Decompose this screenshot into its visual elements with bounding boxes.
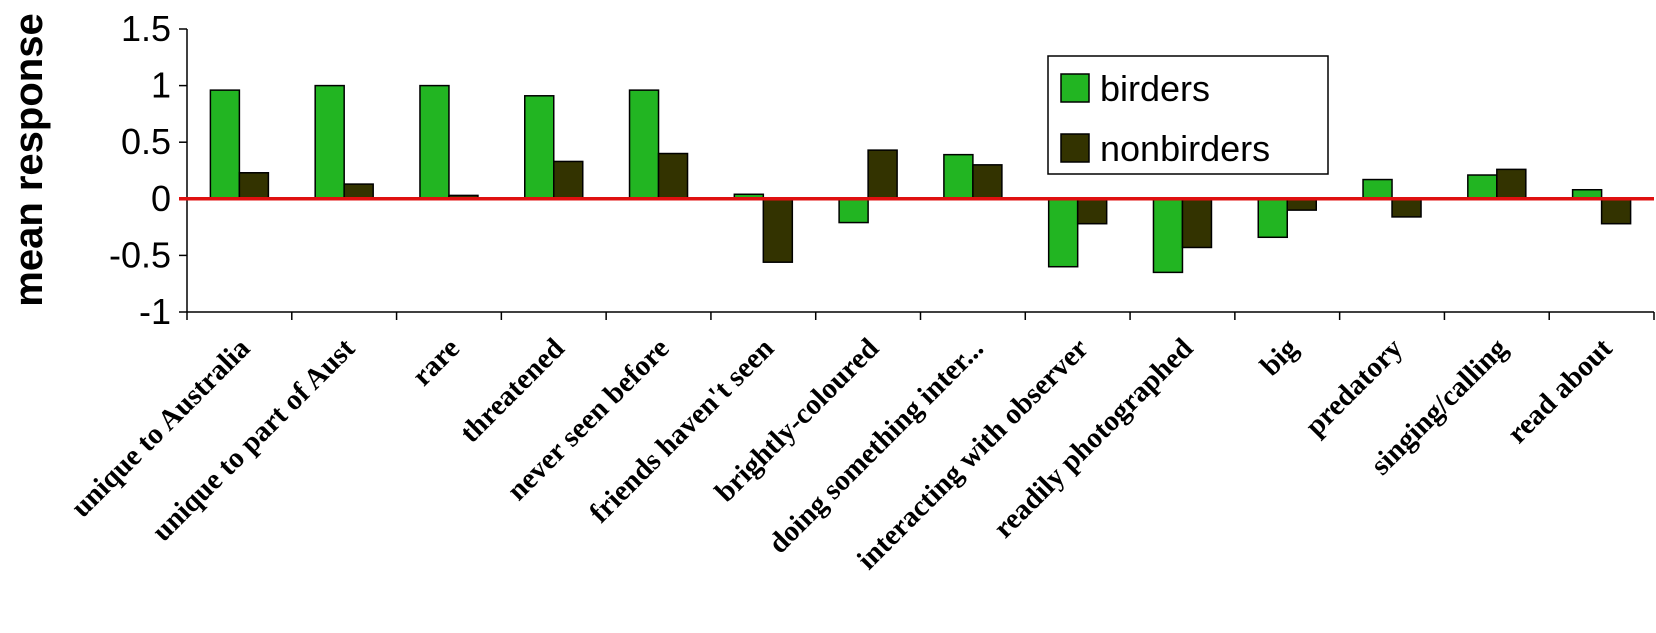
bar-nonbirders	[1496, 168, 1527, 200]
bar-birders	[1467, 174, 1498, 200]
legend-swatch-birders	[1060, 73, 1090, 103]
x-tick-label: friends haven't seen	[583, 332, 780, 529]
bar-birders	[1257, 198, 1288, 239]
x-tick-label: rare	[406, 332, 466, 392]
y-tick-label: 1.5	[121, 8, 171, 49]
legend-box	[1047, 55, 1329, 175]
bar-nonbirders	[1600, 198, 1632, 225]
bar-nonbirders	[343, 183, 374, 200]
bar-birders	[1362, 178, 1393, 200]
x-tick-label: unique to part of Aust	[146, 332, 361, 547]
bar-nonbirders	[1391, 198, 1422, 218]
x-tick-label: doing something inter...	[762, 332, 990, 560]
bar-birders	[628, 89, 660, 200]
y-tick-label: 0.5	[121, 121, 171, 162]
x-tick-label: read about	[1501, 332, 1619, 450]
bar-birders	[838, 198, 869, 224]
bar-nonbirders	[762, 198, 794, 263]
x-axis	[186, 311, 1655, 320]
bar-birders	[524, 95, 555, 200]
x-tick-label: unique to Australia	[65, 332, 257, 524]
legend-label-birders: birders	[1100, 68, 1210, 109]
bar-nonbirders	[1076, 198, 1108, 225]
bar-birders	[314, 84, 345, 200]
bar-nonbirders	[238, 172, 270, 200]
x-tick-label: predatory	[1299, 332, 1409, 442]
bar-birders	[419, 84, 450, 200]
bar-nonbirders	[972, 164, 1003, 200]
legend-swatch-nonbirders	[1060, 133, 1090, 163]
legend: birders nonbirders	[1047, 55, 1329, 175]
x-tick-label: readily photographed	[987, 332, 1199, 544]
bar-nonbirders	[1181, 198, 1213, 249]
bar-birders	[943, 153, 974, 200]
y-axis-label: mean response	[7, 13, 51, 306]
y-tick-label: -0.5	[109, 234, 171, 275]
y-tick-label: 0	[151, 178, 171, 219]
bar-nonbirders	[657, 152, 689, 200]
y-tick-label: 1	[151, 65, 171, 106]
bar-birders	[1152, 198, 1184, 274]
bars	[179, 84, 1654, 274]
bar-nonbirders	[867, 149, 898, 200]
bar-nonbirders	[553, 160, 584, 200]
bar-birders	[1047, 198, 1079, 268]
x-tick-label: big	[1254, 332, 1304, 382]
legend-label-nonbirders: nonbirders	[1100, 128, 1270, 169]
y-axis: 1.5 1 0.5 0 -0.5 -1	[109, 8, 188, 332]
y-tick-label: -1	[139, 291, 171, 332]
bar-birders	[209, 89, 241, 200]
